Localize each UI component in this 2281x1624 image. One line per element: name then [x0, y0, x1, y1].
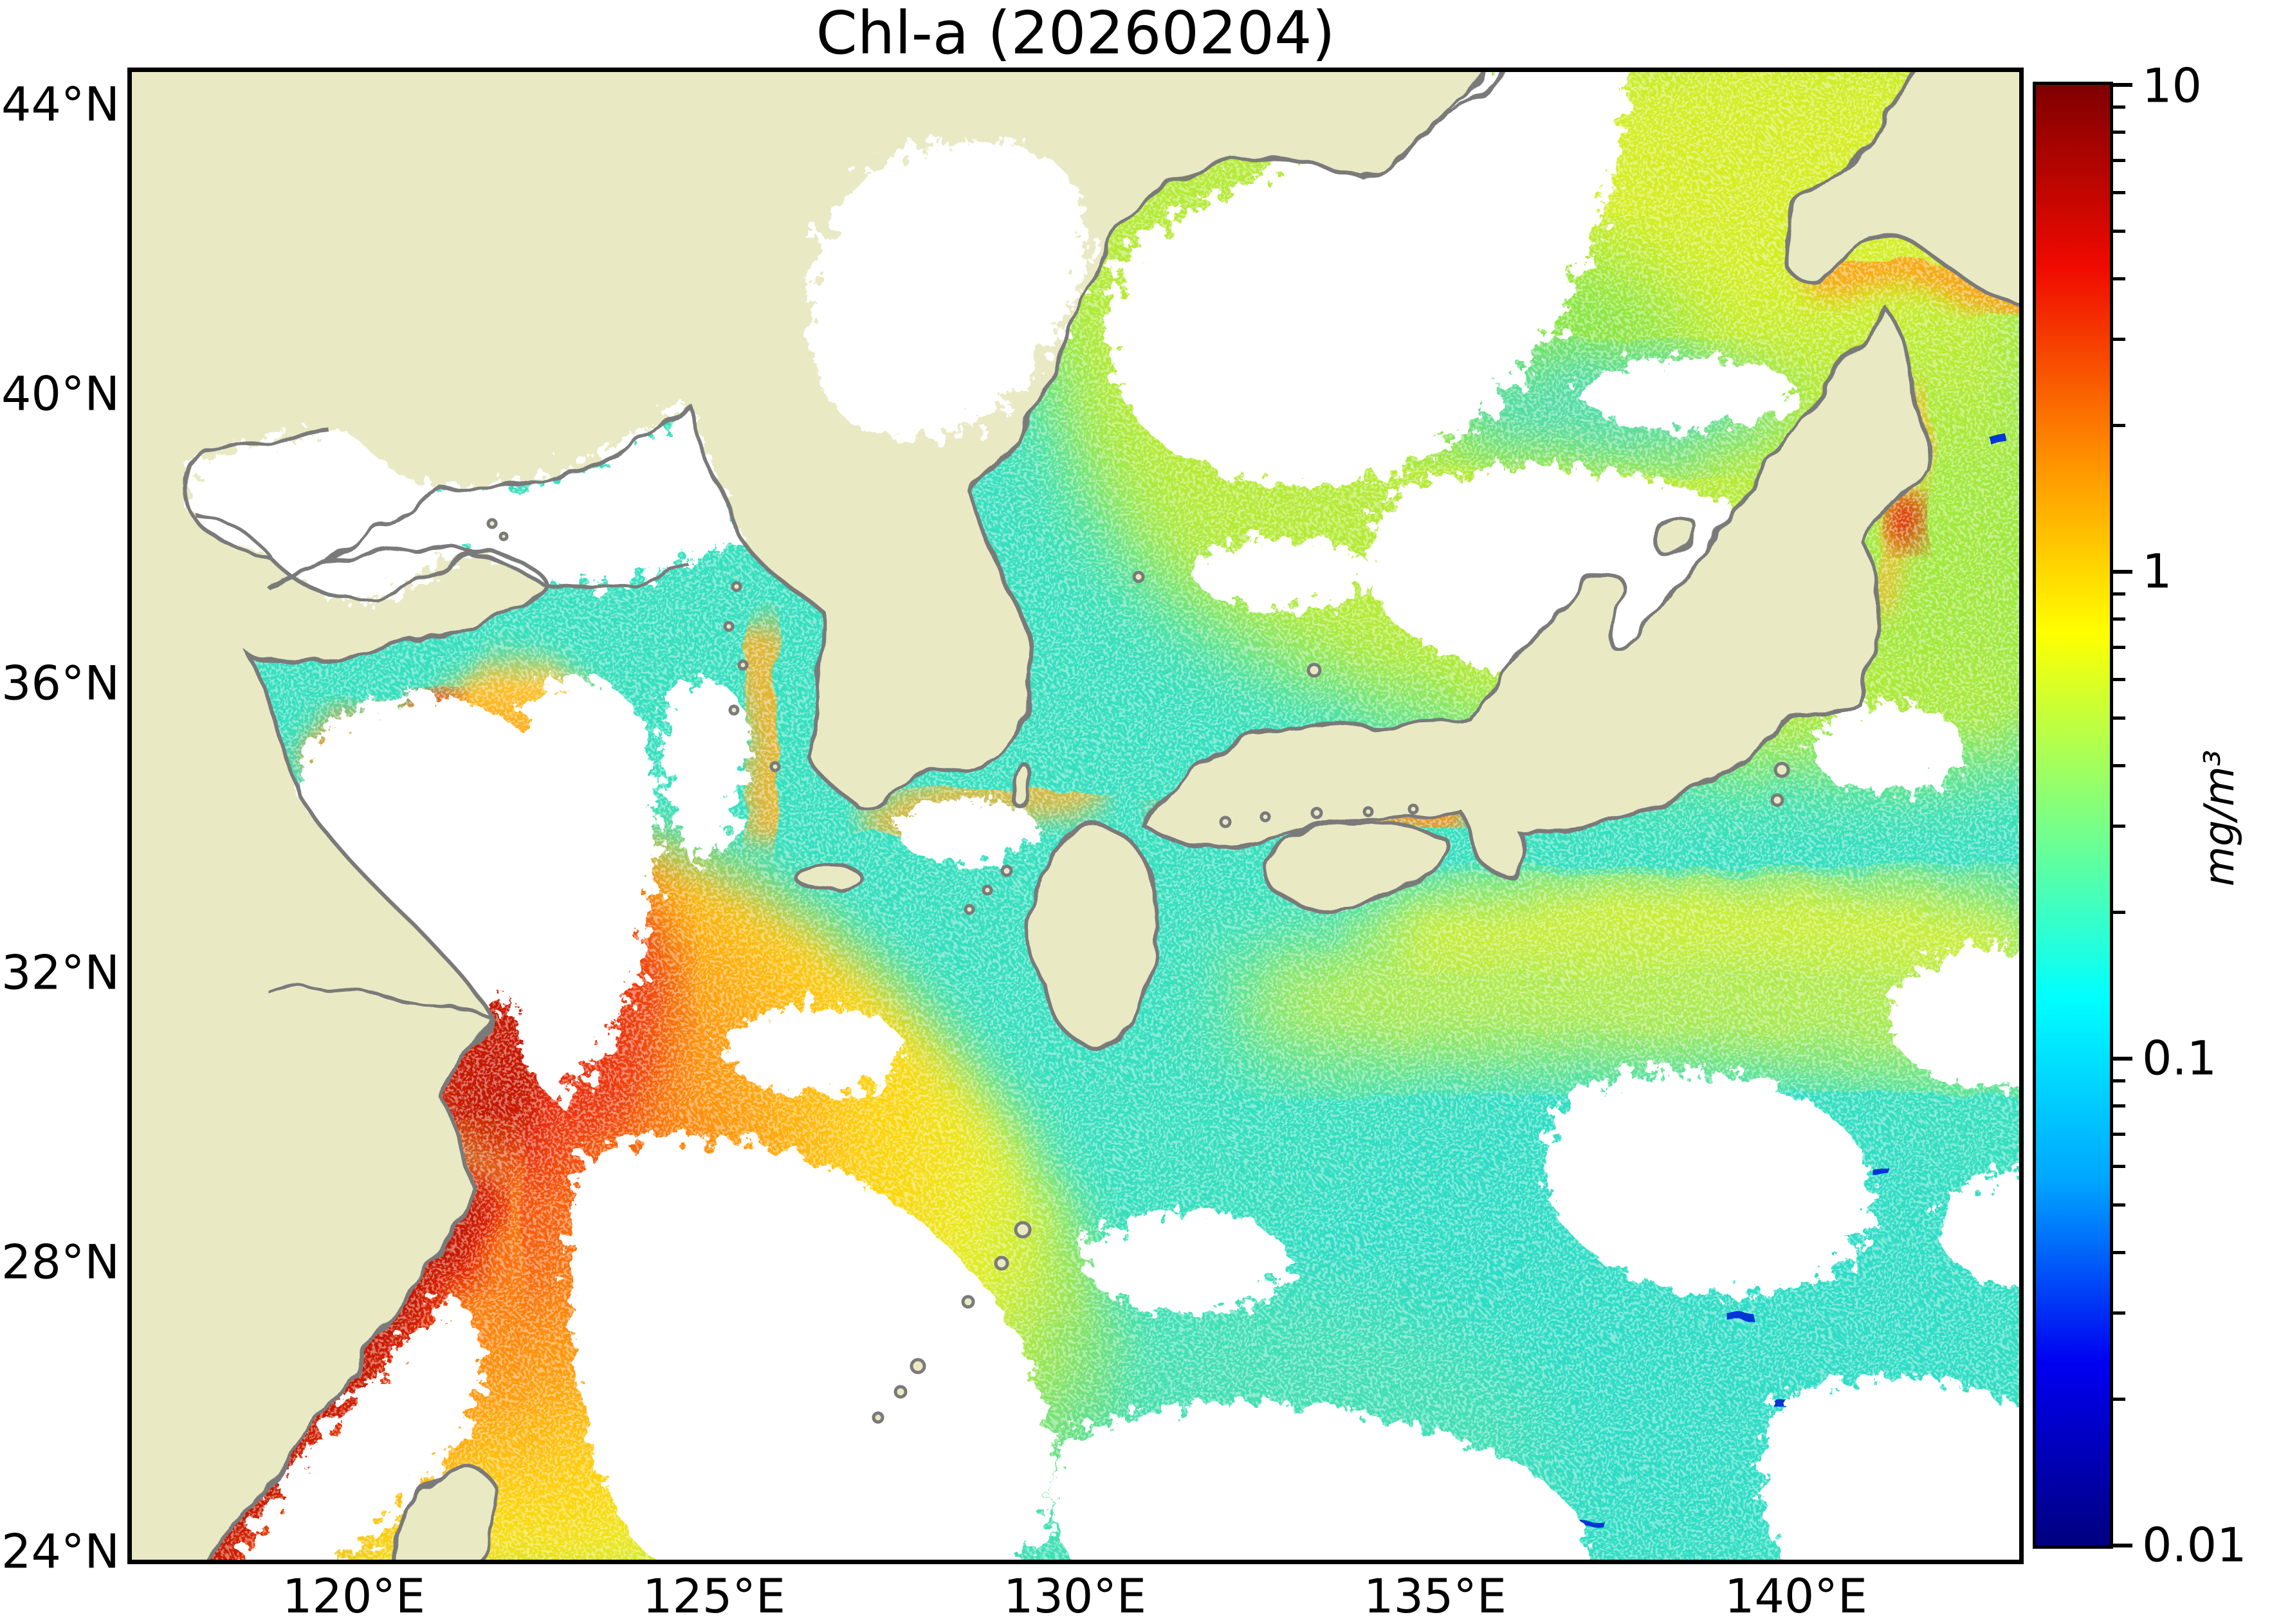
colorbar-major-tick [2113, 570, 2132, 574]
colorbar-minor-tick [2113, 105, 2125, 109]
cloud-patch [1888, 947, 2019, 1088]
colorbar-minor-tick [2113, 230, 2125, 233]
land-hokkaido [1780, 72, 2019, 304]
chla-map [132, 72, 2019, 1560]
cloud-patch [1084, 1210, 1290, 1313]
colorbar-minor-tick [2113, 130, 2125, 134]
cloud-patch [1579, 358, 1798, 429]
land-shikoku [1261, 820, 1448, 911]
x-tick-130e: 130°E [1003, 1569, 1146, 1624]
cloud-taiwan-strait [241, 1294, 482, 1560]
x-tick-135e: 135°E [1364, 1569, 1507, 1624]
coastline-bohai [183, 430, 686, 603]
y-tick-44n: 44°N [1, 77, 120, 132]
y-tick-36n: 36°N [1, 656, 120, 711]
colorbar-label-10: 10 [2142, 59, 2202, 114]
colorbar-minor-tick [2113, 1311, 2125, 1315]
map-plot-area [127, 68, 2024, 1564]
colorbar-minor-tick [2113, 1132, 2125, 1136]
small-islands-layer [486, 518, 1790, 1424]
colorbar-major-tick [2113, 1544, 2132, 1547]
colorbar-label-1: 1 [2142, 544, 2172, 599]
x-tick-120e: 120°E [282, 1569, 425, 1624]
colorbar-minor-tick [2113, 1203, 2125, 1207]
colorbar-minor-tick [2113, 1397, 2125, 1401]
colorbar-unit-label: mg/m³ [2196, 749, 2244, 887]
colorbar-minor-tick [2113, 763, 2125, 767]
colorbar-minor-tick [2113, 1165, 2125, 1169]
y-tick-32n: 32°N [1, 945, 120, 1001]
cloud-patch [897, 799, 1039, 863]
colorbar-minor-tick [2113, 716, 2125, 720]
colorbar-ticks [2113, 83, 2139, 1547]
colorbar-minor-tick [2113, 1250, 2125, 1254]
cloud-patch [1939, 1172, 2019, 1288]
nodata-bohai-n-yellow-sea [185, 408, 743, 601]
land-tsushima [1010, 765, 1034, 807]
nodata-over-land-layer [185, 140, 1087, 1016]
cloud-patch [724, 1005, 904, 1095]
colorbar-minor-tick [2113, 678, 2125, 682]
colorbar-minor-tick [2113, 191, 2125, 195]
y-tick-24n: 24°N [1, 1524, 120, 1580]
colorbar-minor-tick [2113, 1104, 2125, 1108]
land-jeju [792, 860, 861, 891]
colorbar-minor-tick [2113, 338, 2125, 342]
colorbar-minor-tick [2113, 158, 2125, 162]
cloud-nw-japan-sea [1107, 72, 1629, 487]
colorbar-major-tick [2113, 83, 2132, 87]
land-kyushu [1026, 822, 1158, 1050]
land-honshu [1144, 304, 1927, 878]
colorbar-minor-tick [2113, 910, 2125, 914]
cloud-se-cluster [1761, 1378, 2019, 1560]
colorbar-label-0-1: 0.1 [2142, 1031, 2217, 1086]
x-tick-125e: 125°E [643, 1569, 785, 1624]
cloud-patch [1811, 702, 1965, 792]
cloud-ecs [568, 1137, 1054, 1560]
cloud-patch [664, 679, 749, 870]
land-sado [1653, 518, 1699, 554]
colorbar-minor-tick [2113, 617, 2125, 621]
chart-title: Chl-a (20260204) [816, 0, 1335, 68]
colorbar-minor-tick [2113, 825, 2125, 828]
colorbar [2033, 82, 2113, 1549]
colorbar-label-0-01: 0.01 [2142, 1518, 2247, 1573]
coastline-layer [183, 72, 1503, 1560]
y-tick-40n: 40°N [1, 367, 120, 422]
colorbar-minor-tick [2113, 592, 2125, 596]
cloud-bottom-band [1054, 1403, 1591, 1560]
nodata-nk-interior [811, 140, 1087, 440]
coastline-continent [201, 72, 1503, 1560]
colorbar-major-tick [2113, 1057, 2132, 1061]
river-yangtze [266, 987, 491, 1018]
river-yellow [196, 514, 269, 554]
cloud-patch [1193, 538, 1373, 609]
nodata-jiangsu-nearshore [296, 695, 576, 1016]
land-taiwan-north [392, 1464, 499, 1560]
y-tick-28n: 28°N [1, 1235, 120, 1290]
colorbar-minor-tick [2113, 277, 2125, 280]
colorbar-minor-tick [2113, 1079, 2125, 1083]
x-tick-140e: 140°E [1725, 1569, 1867, 1624]
colorbar-minor-tick [2113, 645, 2125, 649]
cloud-se-cluster [1544, 1070, 1874, 1296]
colorbar-minor-tick [2113, 423, 2125, 427]
